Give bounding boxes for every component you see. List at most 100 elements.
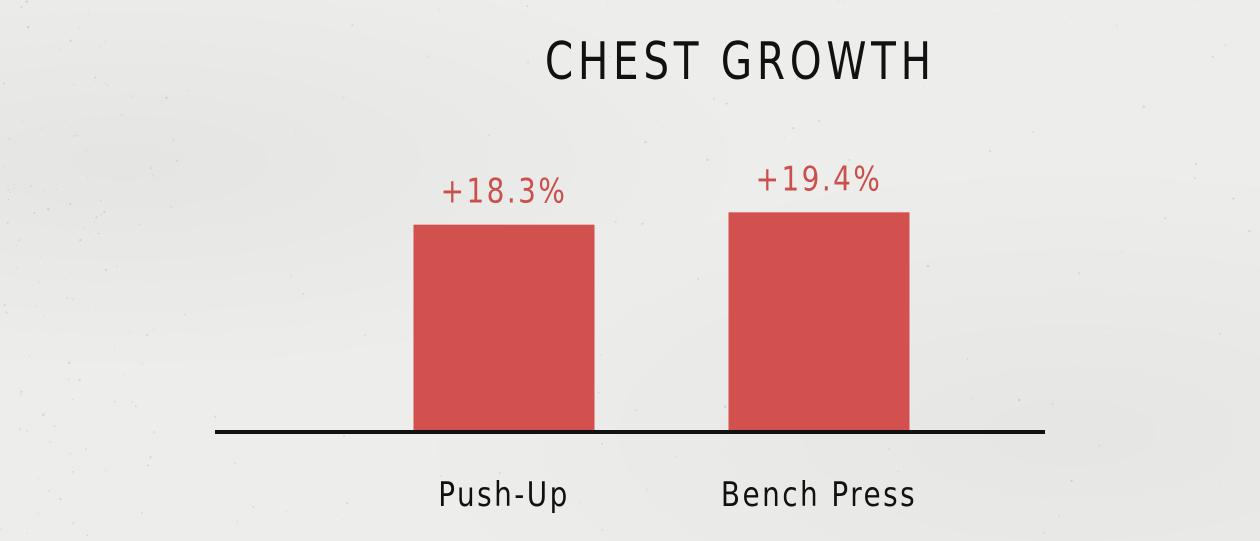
texture-speck bbox=[153, 277, 154, 279]
texture-speck bbox=[42, 517, 44, 518]
texture-speck bbox=[1196, 408, 1198, 410]
texture-speck bbox=[656, 120, 658, 122]
texture-speck bbox=[85, 150, 87, 152]
texture-speck bbox=[100, 199, 102, 202]
texture-speck bbox=[92, 356, 95, 359]
texture-speck bbox=[1018, 398, 1021, 402]
texture-speck bbox=[89, 119, 91, 121]
texture-speck bbox=[1043, 531, 1046, 534]
texture-speck bbox=[1, 132, 3, 134]
texture-speck bbox=[31, 284, 33, 287]
texture-speck bbox=[146, 333, 149, 337]
texture-speck bbox=[72, 470, 74, 473]
texture-speck bbox=[93, 238, 95, 240]
texture-speck bbox=[527, 61, 529, 64]
texture-speck bbox=[971, 397, 974, 400]
texture-speck bbox=[35, 305, 38, 307]
texture-speck bbox=[609, 55, 612, 58]
bar-bench-press bbox=[728, 212, 910, 430]
texture-speck bbox=[601, 442, 604, 445]
texture-speck bbox=[37, 281, 40, 284]
texture-speck bbox=[79, 239, 82, 242]
texture-speck bbox=[115, 172, 117, 174]
texture-speck bbox=[70, 296, 72, 298]
texture-speck bbox=[577, 123, 579, 126]
texture-speck bbox=[78, 379, 81, 382]
texture-speck bbox=[152, 175, 154, 177]
texture-speck bbox=[439, 475, 443, 478]
texture-speck bbox=[0, 528, 2, 531]
texture-speck bbox=[125, 73, 128, 75]
texture-speck bbox=[18, 427, 22, 431]
texture-speck bbox=[147, 464, 150, 467]
texture-speck bbox=[311, 260, 313, 262]
texture-speck bbox=[599, 354, 602, 356]
texture-speck bbox=[1115, 24, 1118, 27]
texture-speck bbox=[26, 25, 30, 29]
texture-speck bbox=[1248, 229, 1251, 233]
bar-push-up bbox=[413, 224, 595, 430]
texture-speck bbox=[412, 275, 414, 277]
texture-speck bbox=[285, 510, 288, 512]
texture-speck bbox=[170, 206, 173, 209]
texture-speck bbox=[153, 328, 155, 331]
texture-speck bbox=[20, 120, 23, 122]
texture-speck bbox=[607, 4, 609, 6]
texture-speck bbox=[1070, 16, 1072, 18]
texture-speck bbox=[20, 5, 23, 8]
texture-speck bbox=[294, 132, 297, 134]
texture-speck bbox=[1227, 95, 1229, 97]
texture-speck bbox=[7, 198, 10, 201]
texture-speck bbox=[500, 145, 503, 148]
texture-speck bbox=[127, 222, 129, 224]
texture-speck bbox=[9, 191, 11, 194]
texture-speck bbox=[28, 355, 31, 357]
texture-speck bbox=[1002, 374, 1004, 376]
texture-speck bbox=[541, 35, 543, 37]
texture-speck bbox=[302, 293, 305, 296]
texture-speck bbox=[887, 447, 891, 450]
texture-speck bbox=[926, 264, 930, 268]
texture-speck bbox=[52, 14, 54, 16]
texture-speck bbox=[37, 512, 40, 514]
texture-speck bbox=[88, 306, 90, 308]
texture-speck bbox=[13, 183, 16, 186]
texture-speck bbox=[1232, 197, 1235, 200]
texture-speck bbox=[1070, 479, 1073, 483]
texture-speck bbox=[71, 298, 75, 301]
texture-speck bbox=[3, 303, 6, 307]
texture-speck bbox=[498, 471, 501, 475]
texture-speck bbox=[54, 340, 56, 342]
texture-speck bbox=[1046, 324, 1048, 326]
texture-speck bbox=[76, 134, 79, 137]
texture-speck bbox=[598, 391, 601, 393]
texture-speck bbox=[427, 55, 430, 58]
texture-speck bbox=[1219, 482, 1221, 484]
texture-speck bbox=[1194, 163, 1198, 166]
texture-speck bbox=[73, 134, 76, 138]
texture-speck bbox=[86, 534, 89, 537]
texture-speck bbox=[172, 138, 175, 141]
chart-title: CHEST GROWTH bbox=[545, 31, 936, 91]
texture-speck bbox=[1141, 432, 1143, 434]
texture-speck bbox=[795, 77, 799, 81]
texture-speck bbox=[33, 211, 36, 214]
texture-speck bbox=[364, 334, 367, 337]
texture-speck bbox=[67, 361, 71, 365]
texture-speck bbox=[97, 207, 99, 209]
texture-speck bbox=[706, 158, 709, 161]
texture-speck bbox=[11, 476, 13, 478]
texture-speck bbox=[47, 490, 50, 492]
texture-speck bbox=[141, 512, 143, 514]
texture-speck bbox=[165, 96, 168, 99]
texture-speck bbox=[55, 188, 57, 190]
texture-speck bbox=[12, 77, 14, 79]
texture-speck bbox=[100, 213, 103, 216]
texture-speck bbox=[64, 120, 66, 122]
texture-speck bbox=[30, 185, 33, 188]
texture-speck bbox=[103, 210, 106, 213]
texture-speck bbox=[59, 48, 62, 50]
texture-speck bbox=[214, 415, 217, 418]
texture-speck bbox=[41, 126, 44, 130]
texture-speck bbox=[69, 203, 72, 205]
